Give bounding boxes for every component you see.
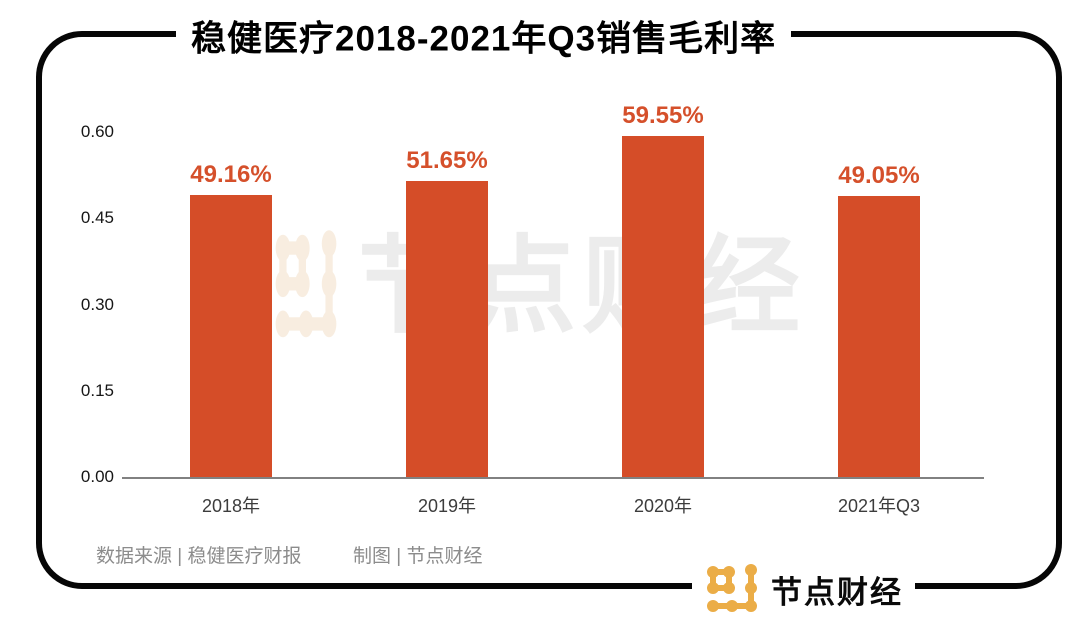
y-axis-tick-label: 0.45: [80, 208, 114, 228]
y-axis-tick-label: 0.60: [80, 122, 114, 141]
bar-2019年: [406, 181, 488, 478]
chart-title: 稳健医疗2018-2021年Q3销售毛利率: [176, 10, 792, 62]
y-axis-tick-label: 0.30: [80, 294, 114, 314]
node-logo-icon: [707, 564, 757, 612]
x-axis-category-label: 2020年: [633, 496, 693, 516]
brand-logo-text: 节点财经: [771, 574, 903, 610]
x-axis-category-label: 2019年: [417, 496, 477, 516]
bar-2020年: [622, 136, 704, 478]
bar-value-label: 59.55%: [622, 102, 704, 129]
chart-credit-note: 制图 | 节点财经: [353, 546, 483, 567]
bar-2021年Q3: [838, 196, 920, 478]
bar-value-label: 49.05%: [838, 162, 920, 189]
y-axis-tick-label: 0.00: [80, 467, 114, 486]
x-axis-category-label: 2018年: [201, 496, 261, 516]
bar-value-label: 49.16%: [190, 161, 272, 188]
bar-value-label: 51.65%: [406, 147, 488, 174]
x-axis-category-label: 2021年Q3: [837, 496, 921, 516]
data-source-note: 数据来源 | 稳健医疗财报: [96, 546, 302, 567]
y-axis-tick-label: 0.15: [80, 380, 114, 400]
brand-logo: 节点财经: [692, 563, 915, 615]
bar-2018年: [190, 195, 272, 478]
x-axis-line: [122, 477, 984, 479]
